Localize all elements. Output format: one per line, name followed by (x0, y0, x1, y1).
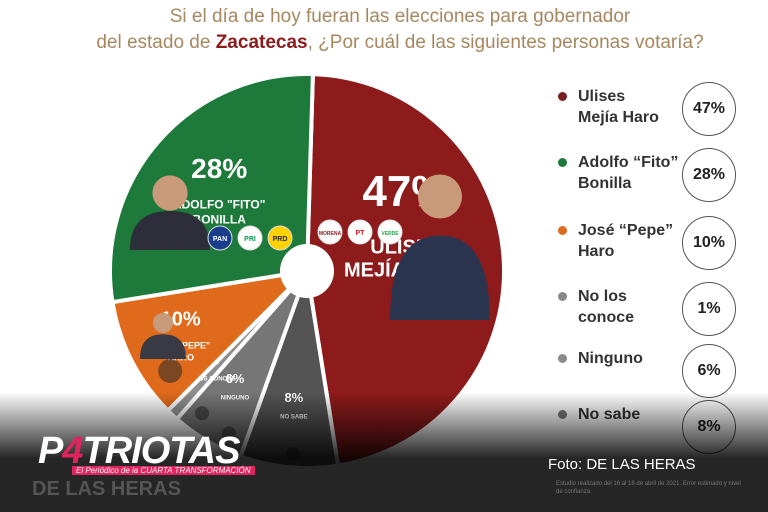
party-logo-verde (377, 219, 403, 245)
legend-pct-2: 10% (682, 216, 736, 270)
person-icon-4 (158, 358, 183, 383)
legend-dot-0 (558, 92, 567, 101)
slice-name-label-5-0: ADOLFO "FITO" (173, 198, 265, 212)
title-state: Zacatecas (215, 32, 308, 53)
party-logo-pan (207, 225, 233, 251)
legend-pct-0: 47% (682, 82, 736, 136)
legend-item-2: José “Pepe” Haro 10% (552, 216, 752, 276)
legend-pct-1: 28% (682, 148, 736, 202)
slice-pct-label-5: 28% (191, 153, 247, 184)
legend-label-1: Adolfo “Fito” Bonilla (578, 154, 679, 192)
party-logo-text-verde: VERDE (381, 231, 399, 237)
logo-tagline: El Periódico de la CUARTA TRANSFORMACIÓN (72, 466, 255, 475)
legend-label-2: José “Pepe” Haro (578, 222, 674, 260)
brand-name: DE LAS HERAS (32, 478, 181, 500)
party-logo-text-morena: MORENA (319, 231, 342, 237)
footer-gradient (0, 392, 768, 512)
party-logo-pri (237, 225, 263, 251)
legend-label-4: Ninguno (578, 350, 643, 367)
slice-pct-label-2: 6% (226, 371, 245, 386)
logo-patriotas: P4TRIOTAS (38, 430, 241, 473)
legend-pct-3: 1% (682, 282, 736, 336)
legend-dot-2 (558, 226, 567, 235)
logo-part-rest: TRIOTAS (82, 430, 241, 472)
candidate-photo-pepe (140, 312, 186, 359)
party-logo-morena (317, 219, 343, 245)
slice-name-label-5-1: BONILLA (193, 213, 247, 227)
legend-label-3: No los conoce (578, 288, 635, 326)
candidate-photo-fito (130, 175, 210, 250)
legend-dot-4 (558, 354, 567, 363)
logo-part-four: 4 (62, 430, 83, 472)
legend-item-0: Ulises Mejía Haro 47% (552, 82, 752, 142)
legend-pct-4: 6% (682, 344, 736, 398)
party-logo-pt (347, 219, 373, 245)
legend-item-1: Adolfo “Fito” Bonilla 28% (552, 148, 752, 208)
legend-item-3: No los conoce 1% (552, 282, 752, 342)
party-logo-text-pt: PT (356, 230, 366, 237)
photo-credit: Foto: DE LAS HERAS (548, 456, 696, 473)
legend-label-0: Ulises Mejía Haro (578, 88, 659, 126)
title-line-2: del estado de Zacatecas, ¿Por cuál de la… (40, 30, 760, 56)
party-logo-text-pri: PRI (244, 236, 256, 243)
slice-name-label-3-0: NO LOS CONOCE (185, 377, 236, 383)
legend-dot-1 (558, 158, 567, 167)
chart-title: Si el día de hoy fueran las elecciones p… (40, 4, 760, 56)
legend-dot-3 (558, 292, 567, 301)
party-logo-prd (267, 225, 293, 251)
party-logo-text-pan: PAN (213, 236, 227, 243)
title-line-1: Si el día de hoy fueran las elecciones p… (169, 6, 631, 27)
fine-print: Estudio realizado del 16 al 18 de abril … (556, 481, 741, 495)
pie-center-hole (280, 244, 334, 298)
party-logo-text-prd: PRD (273, 236, 288, 243)
title-line-2-post: , ¿Por cuál de las siguientes personas v… (307, 32, 704, 53)
candidate-photo-ulises (390, 174, 490, 320)
logo-part-p: P (38, 430, 63, 472)
title-line-2-pre: del estado de (96, 32, 216, 53)
